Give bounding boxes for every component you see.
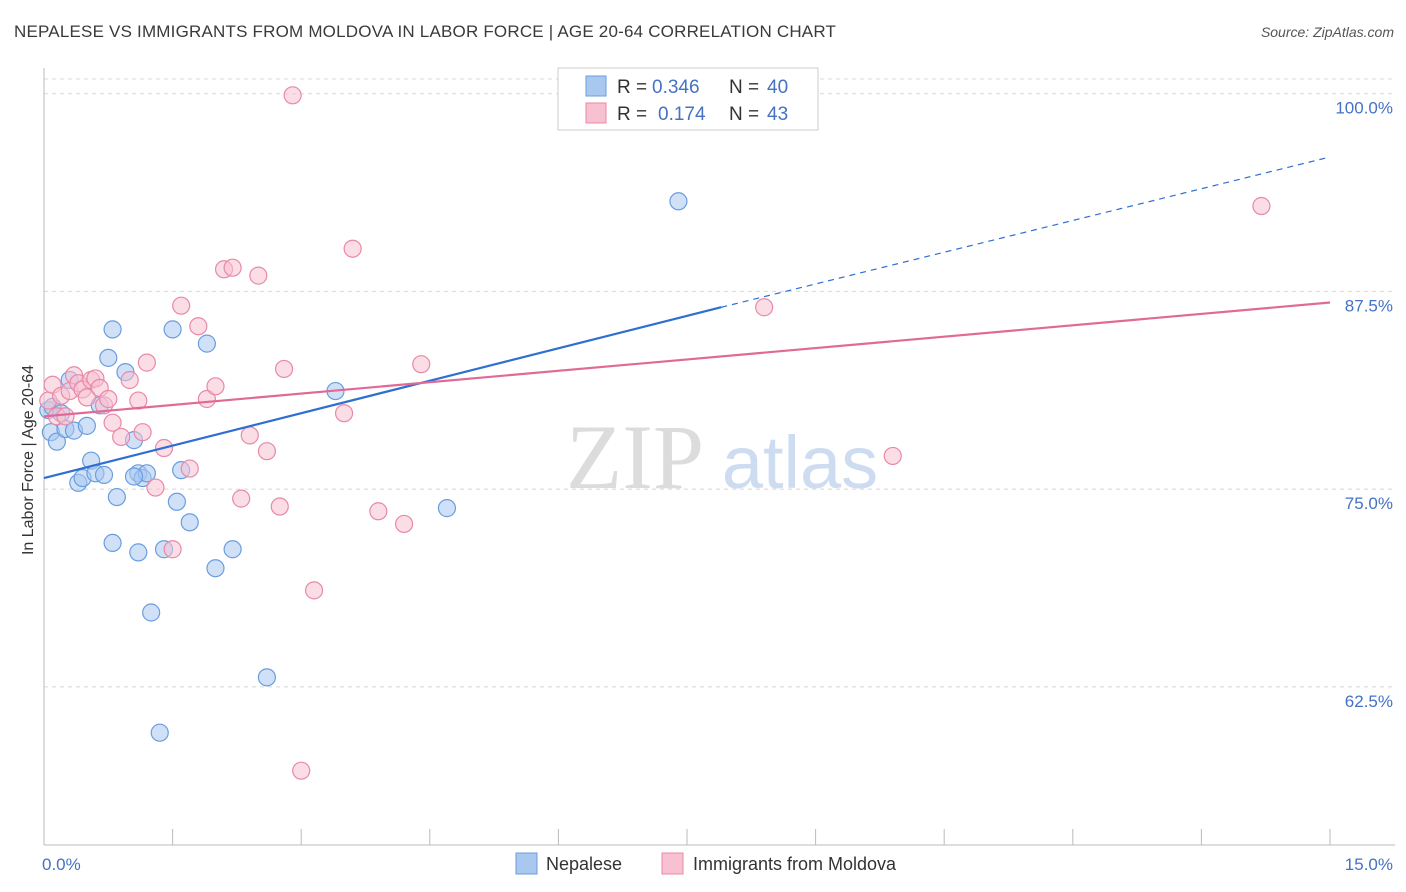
- point-moldova-28: [206, 377, 225, 396]
- point-nepalese-10: [77, 416, 96, 435]
- x-tick-label-0: 0.0%: [42, 855, 81, 874]
- point-moldova-26: [189, 317, 208, 336]
- point-moldova-4: [56, 407, 75, 426]
- point-nepalese-14: [94, 465, 114, 484]
- point-nepalese-36: [257, 668, 277, 687]
- series-legend-label-moldova: Immigrants from Moldova: [693, 854, 897, 874]
- legend-r-label-1: R =: [617, 77, 647, 98]
- x-tick-label-1: 15.0%: [1345, 855, 1393, 874]
- point-moldova-20: [137, 353, 156, 372]
- point-moldova-41: [343, 239, 362, 258]
- legend-r-label-2: R =: [617, 104, 647, 125]
- series-legend: Nepalese Immigrants from Moldova: [515, 852, 897, 875]
- point-moldova-31: [232, 489, 251, 508]
- legend-swatch-nepalese: [585, 75, 607, 97]
- legend-n-label-1: N =: [729, 77, 759, 98]
- point-nepalese-33: [197, 334, 216, 353]
- point-moldova-35: [270, 497, 289, 516]
- point-moldova-19: [133, 423, 152, 442]
- point-moldova-39: [304, 581, 324, 600]
- point-moldova-42: [369, 502, 388, 521]
- trend-line-0: [43, 306, 722, 480]
- point-moldova-34: [257, 442, 277, 461]
- legend-r-value-2: 0.174: [658, 104, 706, 125]
- point-moldova-23: [163, 540, 182, 559]
- point-moldova-14: [99, 389, 118, 409]
- source-label: Source: ZipAtlas.com: [1260, 24, 1394, 40]
- legend-swatch-moldova: [585, 102, 607, 124]
- y-tick-label-0: 100.0%: [1335, 99, 1393, 118]
- point-nepalese-15: [99, 348, 118, 367]
- legend-n-label-2: N =: [729, 104, 759, 125]
- stats-legend: R = 0.346 N = 40 R = 0.174 N = 43: [557, 67, 819, 131]
- axes: [43, 68, 1395, 846]
- legend-n-value-2: 43: [767, 104, 788, 125]
- point-moldova-37: [283, 86, 302, 105]
- data-points: [39, 86, 1271, 780]
- trend-line-1: [43, 301, 1331, 418]
- point-moldova-47: [1252, 196, 1271, 216]
- series-legend-swatch-nepalese: [515, 852, 538, 875]
- point-moldova-33: [249, 266, 268, 285]
- point-nepalese-35: [223, 540, 242, 559]
- legend-n-value-1: 40: [767, 77, 788, 98]
- watermark-zip: ZIP: [566, 406, 704, 508]
- point-moldova-15: [103, 413, 122, 432]
- tick-labels: 100.0% 87.5% 75.0% 62.5% 0.0% 15.0%: [42, 99, 1393, 874]
- y-axis-label: In Labor Force | Age 20-64: [20, 365, 37, 555]
- y-tick-label-3: 62.5%: [1345, 692, 1393, 711]
- point-moldova-9: [77, 388, 96, 407]
- point-moldova-45: [755, 298, 774, 317]
- point-nepalese-32: [180, 513, 199, 532]
- series-legend-label-nepalese: Nepalese: [546, 854, 622, 874]
- grid-lines: [44, 78, 1395, 688]
- point-moldova-17: [120, 370, 139, 390]
- point-nepalese-19: [103, 320, 122, 339]
- point-nepalese-24: [124, 467, 144, 486]
- y-tick-label-2: 75.0%: [1345, 494, 1393, 513]
- point-moldova-46: [883, 446, 902, 466]
- point-nepalese-3: [47, 432, 66, 451]
- chart-title: NEPALESE VS IMMIGRANTS FROM MOLDOVA IN L…: [14, 22, 837, 41]
- trend-line-extension-0: [721, 156, 1331, 308]
- point-nepalese-27: [150, 723, 169, 742]
- series-legend-swatch-moldova: [661, 852, 684, 875]
- point-nepalese-34: [206, 559, 225, 578]
- point-moldova-44: [412, 355, 431, 374]
- point-nepalese-25: [129, 543, 148, 562]
- point-nepalese-17: [107, 487, 126, 507]
- point-nepalese-26: [142, 603, 161, 622]
- legend-r-value-1: 0.346: [652, 77, 700, 98]
- point-nepalese-29: [163, 320, 182, 339]
- y-tick-label-1: 87.5%: [1345, 296, 1393, 315]
- point-moldova-25: [180, 459, 199, 478]
- point-moldova-43: [394, 514, 414, 534]
- watermark-atlas: atlas: [722, 421, 878, 504]
- point-nepalese-30: [167, 492, 186, 511]
- point-moldova-40: [334, 404, 354, 423]
- point-moldova-24: [172, 296, 191, 315]
- point-moldova-36: [274, 359, 294, 379]
- point-nepalese-38: [437, 499, 457, 518]
- point-nepalese-39: [669, 192, 688, 211]
- point-moldova-21: [146, 478, 165, 497]
- point-moldova-32: [240, 426, 259, 445]
- watermark: ZIP atlas: [566, 406, 878, 508]
- trend-lines: [43, 156, 1331, 480]
- point-moldova-30: [223, 258, 242, 277]
- point-moldova-16: [112, 427, 131, 447]
- point-moldova-38: [292, 761, 311, 780]
- point-nepalese-16: [103, 533, 122, 553]
